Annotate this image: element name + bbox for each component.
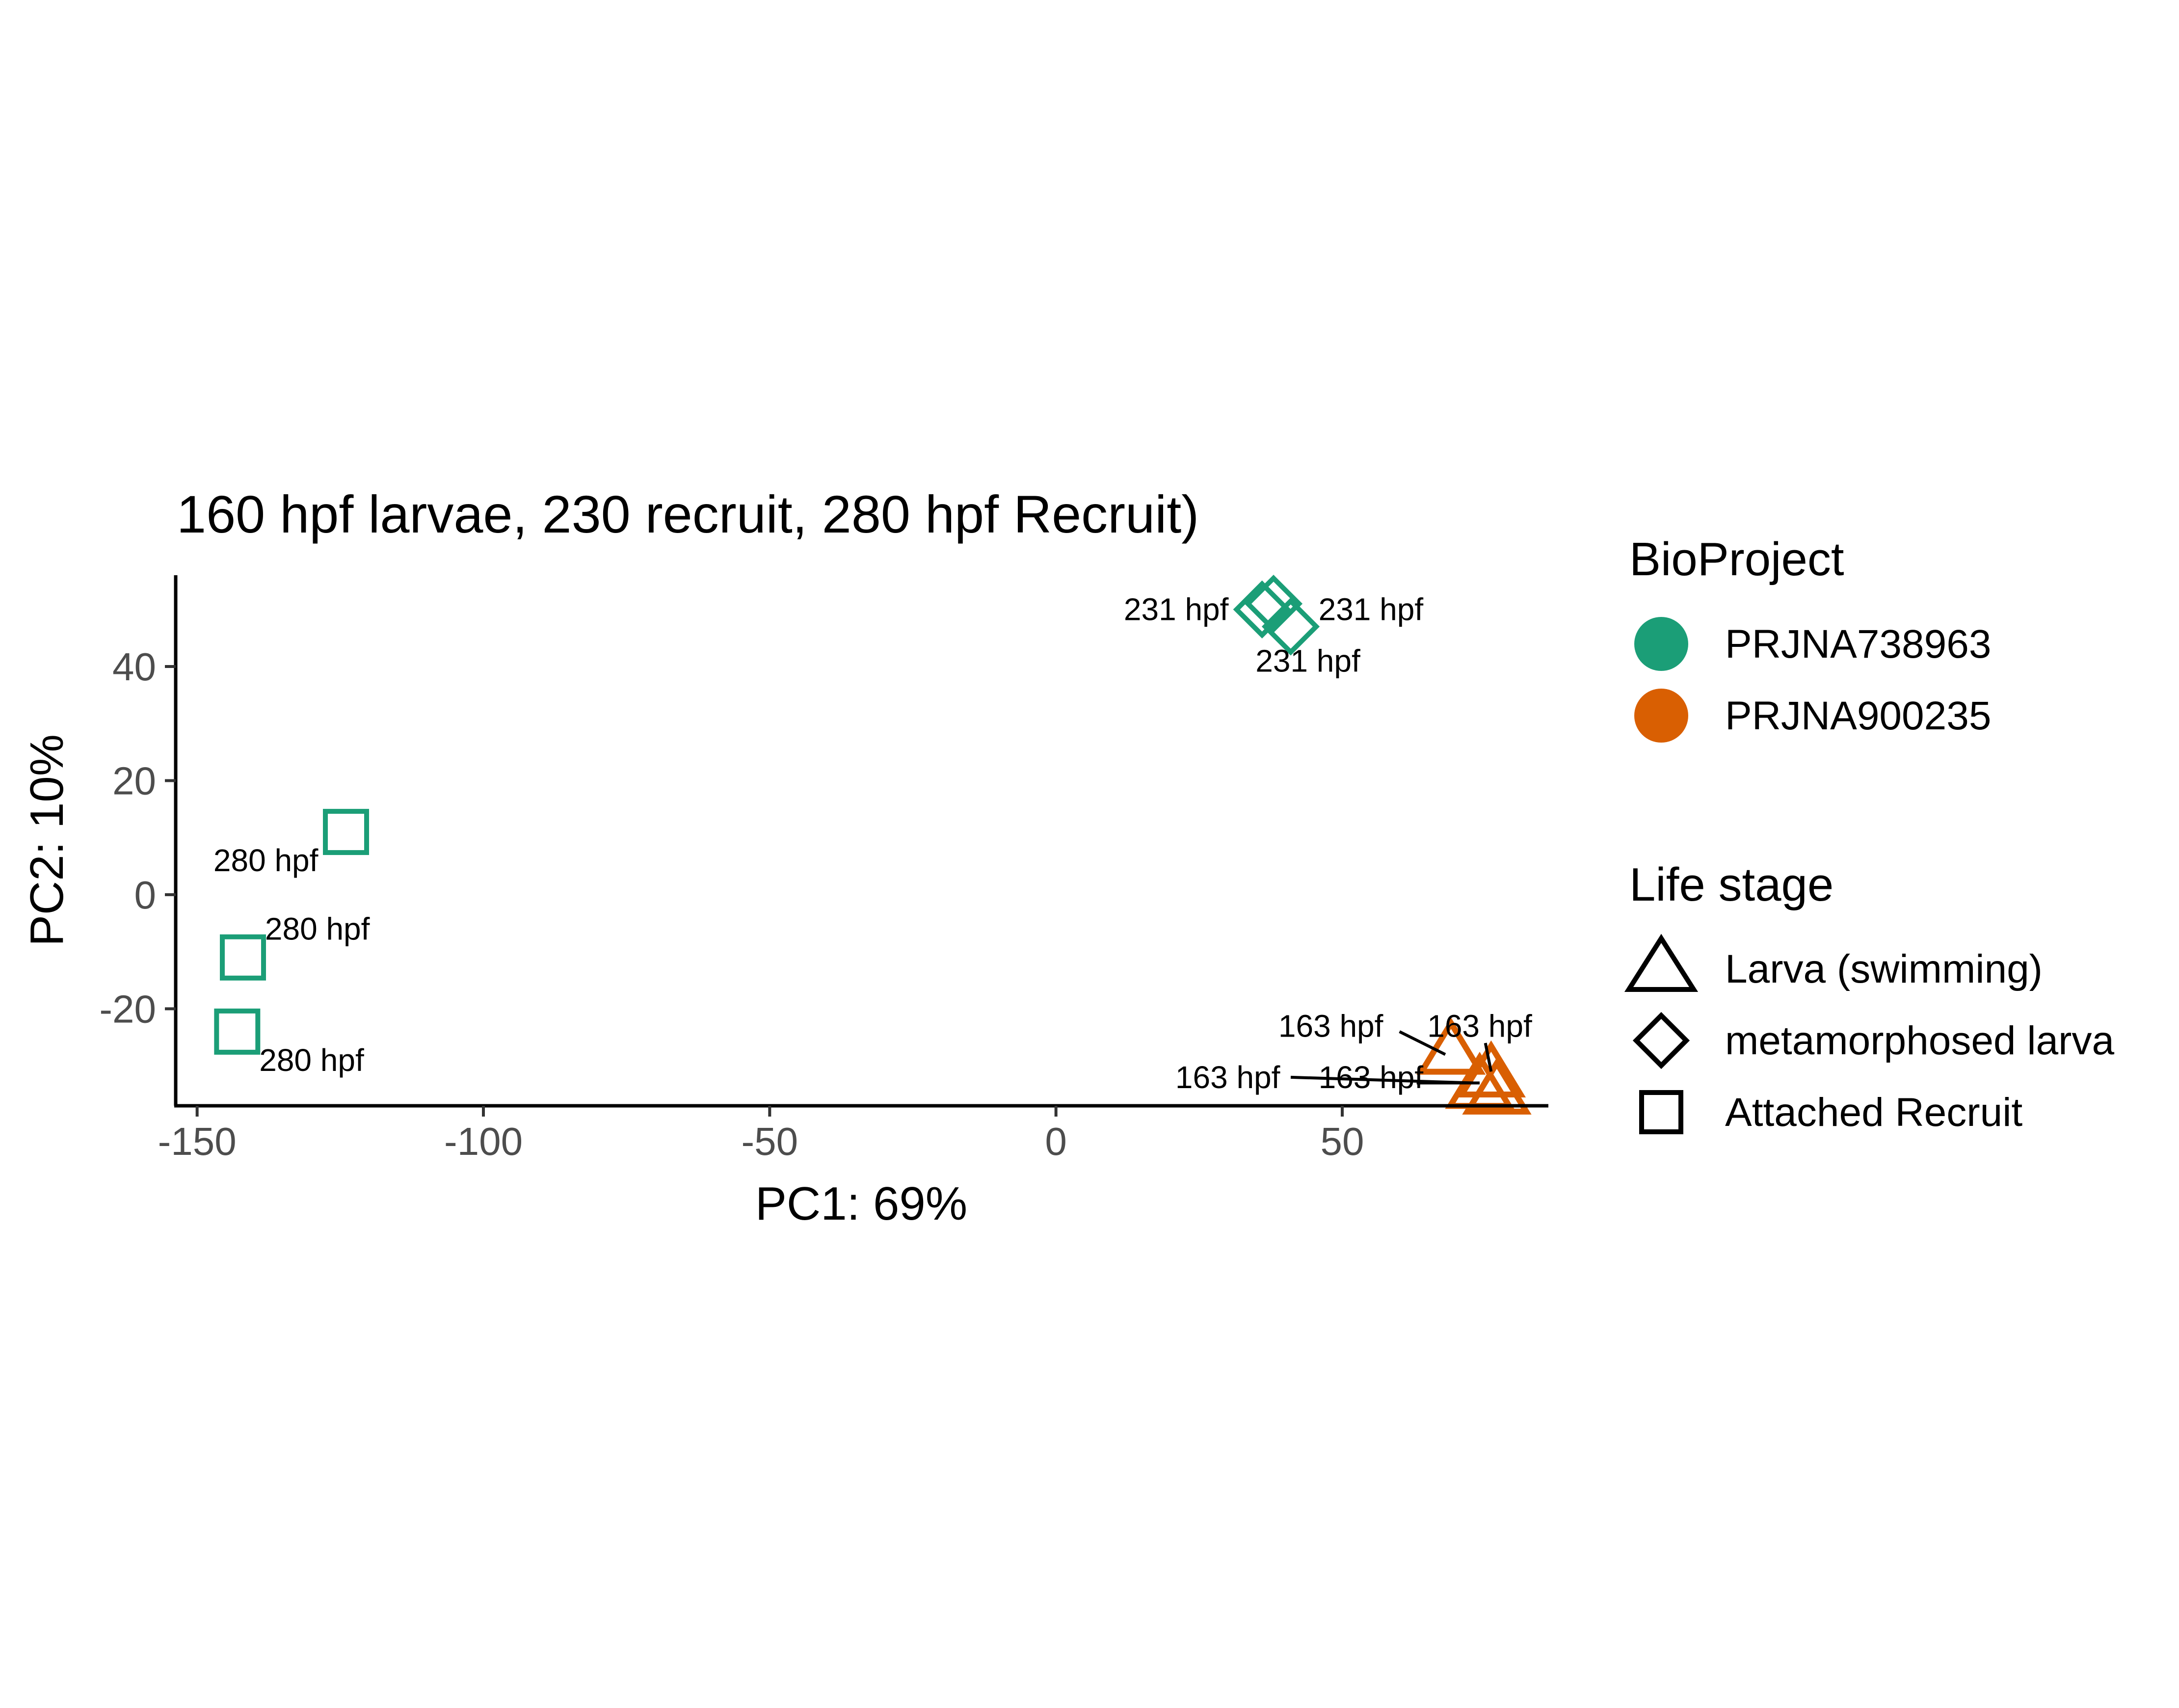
data-point-triangle xyxy=(1416,1017,1486,1075)
legend-shape-entry: Attached Recruit xyxy=(1639,1090,2022,1135)
label-leader-line xyxy=(1484,1042,1493,1072)
point-label: 280 hpf xyxy=(265,911,370,947)
legend-color-swatch xyxy=(1634,689,1688,743)
data-point-triangle xyxy=(1462,1057,1532,1115)
legend-color-title: BioProject xyxy=(1629,533,1844,586)
legend-color-entry: PRJNA738963 xyxy=(1634,617,1991,671)
data-point-square xyxy=(220,934,266,981)
x-axis-title: PC1: 69% xyxy=(755,1177,967,1230)
y-tick-label: 0 xyxy=(134,873,157,917)
point-label: 280 hpf xyxy=(213,843,319,878)
y-tick-label: 40 xyxy=(112,645,156,689)
point-label: 231 hpf xyxy=(1319,592,1424,627)
legend-triangle-icon xyxy=(1624,934,1699,992)
legend-shape-entry: metamorphosed larva xyxy=(1632,1012,2114,1069)
legend-color-entry: PRJNA900235 xyxy=(1634,689,1991,743)
legend-shape-title: Life stage xyxy=(1629,858,1834,911)
legend-color-swatch xyxy=(1634,617,1688,671)
legend: BioProject PRJNA738963 PRJNA900235 Life … xyxy=(1624,533,2114,1135)
legend-color-label: PRJNA900235 xyxy=(1725,694,1991,738)
x-tick-label: -100 xyxy=(444,1120,523,1163)
y-axis-title: PC2: 10% xyxy=(21,734,73,946)
legend-square-icon xyxy=(1639,1090,1683,1134)
legend-shape-label: Larva (swimming) xyxy=(1725,947,2043,991)
plot-panel: 280 hpf 280 hpf 280 hpf 231 hpf 231 hpf 231 h… xyxy=(99,575,1548,1163)
y-axis-ticks: 40 20 0 -20 xyxy=(99,645,176,1031)
point-labels-layer: 280 hpf 280 hpf 280 hpf 231 hpf 231 hpf 231 h… xyxy=(213,592,1532,1095)
legend-shape-label: metamorphosed larva xyxy=(1725,1018,2114,1063)
point-label: 231 hpf xyxy=(1255,643,1360,678)
data-point-diamond xyxy=(1233,580,1291,639)
point-label: 163 hpf xyxy=(1175,1060,1280,1095)
point-label: 280 hpf xyxy=(259,1042,364,1078)
x-tick-label: -50 xyxy=(742,1120,798,1163)
x-tick-label: 0 xyxy=(1045,1120,1067,1163)
x-tick-label: -150 xyxy=(158,1120,237,1163)
point-label: 231 hpf xyxy=(1124,592,1229,627)
data-point-square xyxy=(323,809,369,855)
point-label: 163 hpf xyxy=(1427,1008,1532,1043)
legend-shape-label: Attached Recruit xyxy=(1725,1090,2022,1135)
point-label: 163 hpf xyxy=(1278,1008,1383,1043)
label-leader-line xyxy=(1399,1030,1446,1056)
legend-shape-entry: Larva (swimming) xyxy=(1624,934,2043,992)
data-point-diamond xyxy=(1244,575,1303,633)
data-point-triangle xyxy=(1456,1040,1526,1098)
legend-diamond-icon xyxy=(1632,1012,1690,1069)
point-label: 163 hpf xyxy=(1319,1060,1424,1095)
legend-color-label: PRJNA738963 xyxy=(1725,622,1991,667)
data-point-square xyxy=(214,1008,261,1055)
x-tick-label: 50 xyxy=(1321,1120,1364,1163)
y-tick-label: -20 xyxy=(99,987,156,1031)
y-tick-label: 20 xyxy=(112,759,156,802)
chart-title: 160 hpf larvae, 230 recruit, 280 hpf Rec… xyxy=(177,484,1199,544)
x-axis-ticks: -150 -100 -50 0 50 xyxy=(158,1106,1364,1163)
data-point-diamond xyxy=(1261,597,1320,656)
